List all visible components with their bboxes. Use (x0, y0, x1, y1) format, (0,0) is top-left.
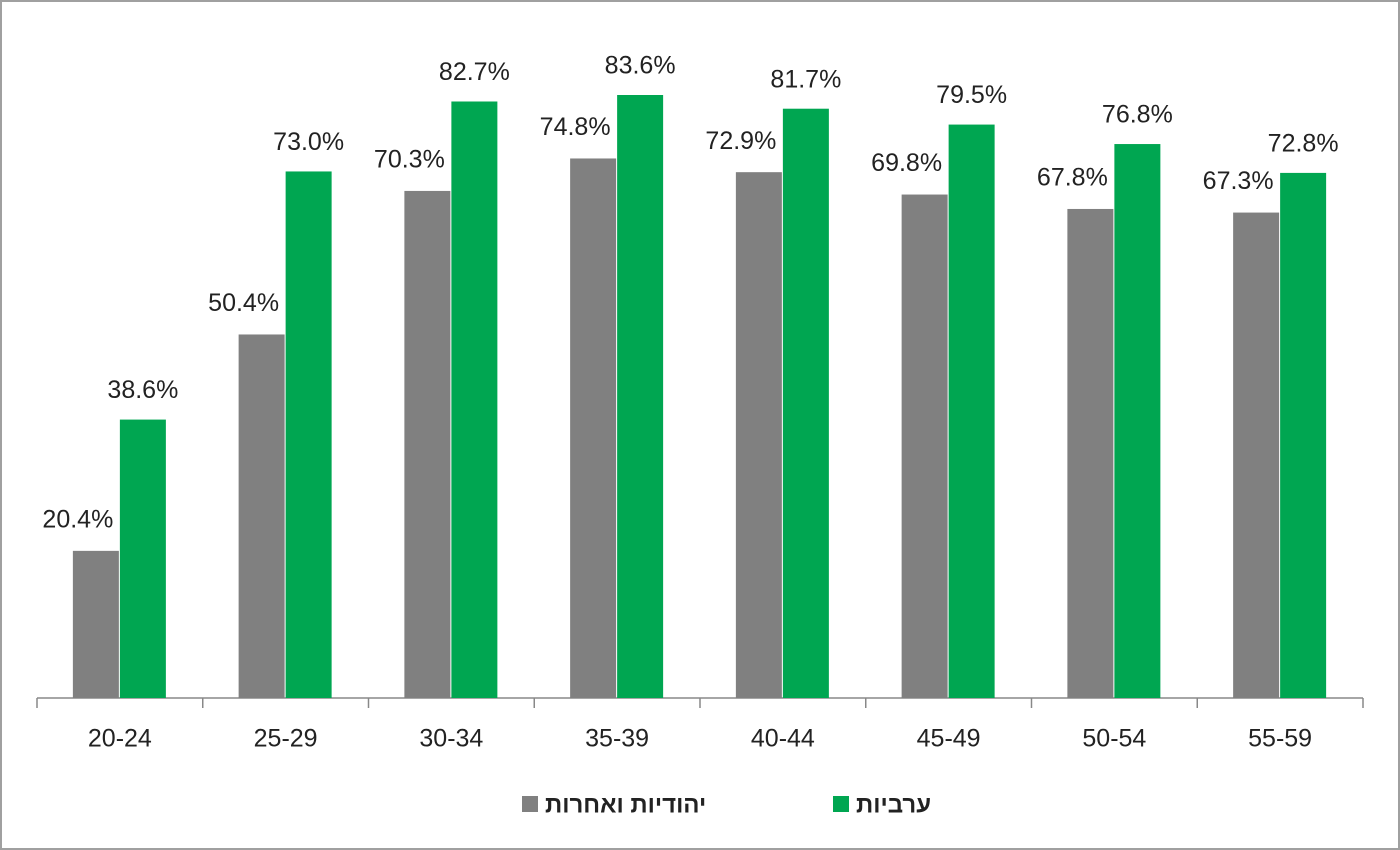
bar (901, 194, 948, 699)
data-label: 81.7% (770, 65, 841, 93)
data-label: 72.8% (1268, 130, 1339, 158)
bar (570, 158, 617, 698)
bar (1114, 144, 1161, 698)
x-tick-label: 55-59 (1248, 725, 1312, 753)
bar (119, 419, 166, 698)
bar (1280, 172, 1327, 698)
data-label: 67.8% (1037, 164, 1108, 192)
bar (1233, 212, 1280, 699)
x-tick-label: 50-54 (1082, 725, 1146, 753)
x-tick-label: 35-39 (585, 725, 649, 753)
data-label: 72.9% (705, 127, 776, 155)
legend-swatch (522, 796, 538, 812)
bar (72, 550, 119, 698)
x-tick-label: 20-24 (88, 725, 152, 753)
bar (1067, 208, 1114, 698)
data-label: 82.7% (439, 58, 510, 86)
data-label: 38.6% (107, 376, 178, 404)
x-tick-label: 45-49 (917, 725, 981, 753)
x-tick-label: 40-44 (751, 725, 815, 753)
data-label: 69.8% (871, 149, 942, 177)
legend-text: ערביות (856, 791, 931, 818)
bar (404, 190, 451, 698)
data-label: 79.5% (936, 81, 1007, 109)
x-tick-label: 25-29 (254, 725, 318, 753)
bar (451, 101, 498, 698)
x-tick-label: 30-34 (419, 725, 483, 753)
bar (735, 172, 782, 698)
data-label: 67.3% (1203, 167, 1274, 195)
legend-text: יהודיות ואחרות (545, 791, 706, 818)
bar (948, 124, 995, 698)
bar (238, 334, 285, 698)
data-label: 74.8% (540, 113, 611, 141)
data-label: 70.3% (374, 146, 445, 174)
data-label: 50.4% (208, 289, 279, 317)
legend-swatch (833, 796, 849, 812)
bar (285, 171, 332, 699)
bar (782, 108, 829, 699)
data-label: 83.6% (605, 52, 676, 80)
data-label: 76.8% (1102, 101, 1173, 129)
data-label: 73.0% (273, 128, 344, 156)
data-label: 20.4% (42, 505, 113, 533)
bar (617, 95, 664, 698)
